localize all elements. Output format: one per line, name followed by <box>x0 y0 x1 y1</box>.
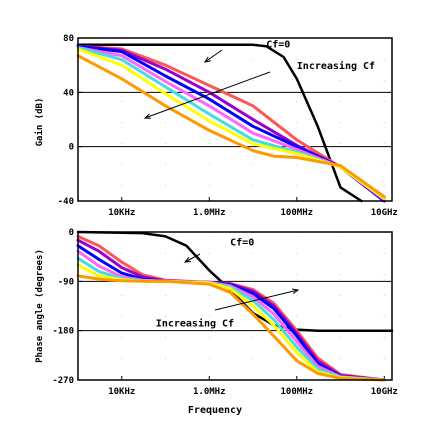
gain-x-tick-label: 10GHz <box>371 208 398 218</box>
gain-x-tick-label: 100MHz <box>281 208 314 218</box>
phase-y-axis-label: Phase angle (degrees) <box>35 249 45 363</box>
phase-series-line-2 <box>76 238 386 382</box>
phase-series-line-7 <box>76 274 386 382</box>
gain-y-tick-label: 0 <box>69 143 74 153</box>
gain-x-tick-label: 10KHz <box>108 208 135 218</box>
phase-series-line-3 <box>76 244 386 382</box>
phase-annotation-1: Increasing Cf <box>156 317 234 329</box>
phase-x-tick-label: 100MHz <box>281 387 314 397</box>
phase-x-tick-label: 1.0MHz <box>193 387 226 397</box>
phase-x-tick-label: 10GHz <box>371 387 398 397</box>
gain-y-tick-label: -40 <box>58 197 74 207</box>
phase-x-axis-label: Frequency <box>188 405 242 416</box>
phase-series-line-1 <box>76 234 386 382</box>
phase-y-tick-label: -180 <box>52 327 74 337</box>
phase-plot: Phase angle (degrees) Frequency 0 -90 -180… <box>35 228 398 416</box>
phase-y-tick-label: -270 <box>52 376 74 386</box>
phase-y-tick-label: 0 <box>69 228 74 238</box>
gain-increasing-arrow <box>143 71 271 119</box>
gain-plot-area: 80 40 0 -40 10KHz 1.0MHz 100MHz 10GHz Cf=0 Increa… <box>58 34 398 218</box>
phase-series-line-4 <box>76 249 386 382</box>
phase-axes-frame <box>77 231 393 381</box>
phase-y-tick-label: -90 <box>58 277 74 287</box>
phase-increasing-arrow <box>214 288 300 311</box>
gain-annotation-0: Cf=0 <box>266 40 290 51</box>
gain-cf0-pointer <box>203 49 223 63</box>
phase-x-tick-label: 10KHz <box>108 387 135 397</box>
gain-annotation-1: Increasing Cf <box>297 60 375 72</box>
phase-cf0-pointer <box>183 253 201 263</box>
gain-axes-frame <box>77 37 393 202</box>
gain-series-line-7 <box>76 54 386 199</box>
gain-y-tick-label: 80 <box>63 34 74 44</box>
gain-x-tick-label: 1.0MHz <box>193 208 226 218</box>
phase-annotation-0: Cf=0 <box>230 238 254 249</box>
gain-y-tick-label: 40 <box>63 88 74 98</box>
gain-series-line-0 <box>76 43 363 203</box>
phase-plot-area: 0 -90 -180 -270 10KHz 1.0MHz 100MHz 10GHz Cf=0 In… <box>52 228 398 397</box>
gain-y-axis-label: Gain (dB) <box>34 98 45 147</box>
gain-plot: Gain (dB) 80 40 0 -40 10KHz 1.0MHz 100MHz 10GHz… <box>34 34 398 218</box>
